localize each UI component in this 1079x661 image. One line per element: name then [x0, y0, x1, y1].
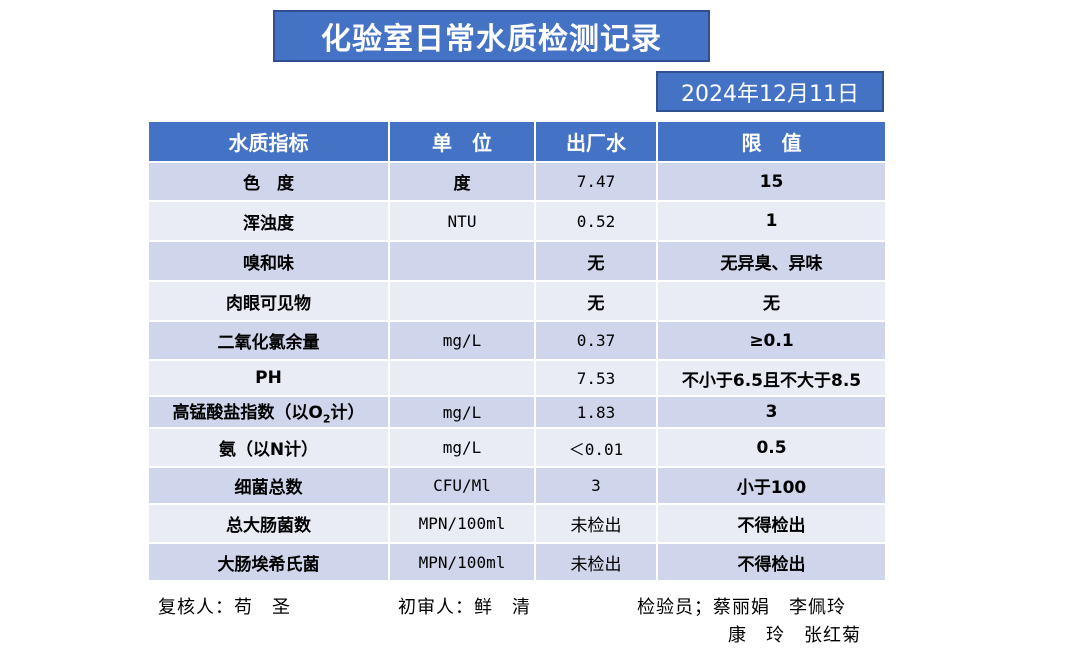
- value-cell: 0.52: [534, 200, 658, 242]
- indicator-cell: 浑浊度: [147, 200, 390, 242]
- unit-cell: CFU/Ml: [388, 466, 536, 505]
- value-cell: ＜0.01: [534, 427, 658, 468]
- limit-cell: 不小于6.5且不大于8.5: [656, 359, 887, 397]
- reviewer-signature: 复核人：苟 圣: [158, 597, 291, 618]
- unit-cell: [388, 359, 536, 397]
- value-cell: 无: [534, 240, 658, 282]
- table-row: 浑浊度 NTU 0.52 1: [147, 200, 887, 242]
- limit-cell: 无: [656, 280, 887, 322]
- header-unit: 单 位: [388, 120, 536, 163]
- indicator-cell: 二氧化氯余量: [147, 320, 390, 361]
- value-cell: 未检出: [534, 503, 658, 544]
- indicator-subscript: 2: [322, 412, 331, 426]
- unit-cell: mg/L: [388, 395, 536, 429]
- unit-cell: mg/L: [388, 320, 536, 361]
- value-cell: 未检出: [534, 542, 658, 582]
- indicator-cell: 氨（以N计）: [147, 427, 390, 468]
- table-row: 大肠埃希氏菌 MPN/100ml 未检出 不得检出: [147, 542, 887, 582]
- indicator-cell: 大肠埃希氏菌: [147, 542, 390, 582]
- table-row: 总大肠菌数 MPN/100ml 未检出 不得检出: [147, 503, 887, 544]
- limit-cell: 0.5: [656, 427, 887, 468]
- header-factory-water: 出厂水: [534, 120, 658, 163]
- table-row: 氨（以N计） mg/L ＜0.01 0.5: [147, 427, 887, 468]
- limit-cell: ≥0.1: [656, 320, 887, 361]
- value-cell: 0.37: [534, 320, 658, 361]
- limit-cell: 3: [656, 395, 887, 429]
- indicator-cell: 嗅和味: [147, 240, 390, 282]
- indicator-text: 计）: [330, 403, 365, 424]
- indicator-cell: PH: [147, 359, 390, 397]
- header-indicator: 水质指标: [147, 120, 390, 163]
- table-row: 色 度 度 7.47 15: [147, 161, 887, 202]
- indicator-cell: 色 度: [147, 161, 390, 202]
- unit-cell: MPN/100ml: [388, 503, 536, 544]
- indicator-cell: 细菌总数: [147, 466, 390, 505]
- water-quality-table: 水质指标 单 位 出厂水 限 值 色 度 度 7.47 15 浑浊度 NTU 0…: [147, 120, 887, 582]
- indicator-cell: 高锰酸盐指数（以O2计）: [147, 395, 390, 429]
- indicator-cell: 肉眼可见物: [147, 280, 390, 322]
- unit-cell: NTU: [388, 200, 536, 242]
- inspectors-line-2: 康 玲 张红菊: [728, 625, 861, 646]
- indicator-cell: 总大肠菌数: [147, 503, 390, 544]
- unit-cell: mg/L: [388, 427, 536, 468]
- report-date: 2024年12月11日: [656, 71, 884, 112]
- unit-cell: [388, 280, 536, 322]
- unit-cell: 度: [388, 161, 536, 202]
- table-row: 肉眼可见物 无 无: [147, 280, 887, 322]
- header-limit: 限 值: [656, 120, 887, 163]
- value-cell: 7.53: [534, 359, 658, 397]
- value-cell: 7.47: [534, 161, 658, 202]
- page-title: 化验室日常水质检测记录: [273, 10, 710, 62]
- value-cell: 3: [534, 466, 658, 505]
- limit-cell: 不得检出: [656, 542, 887, 582]
- unit-cell: [388, 240, 536, 282]
- value-cell: 无: [534, 280, 658, 322]
- table-row: 高锰酸盐指数（以O2计） mg/L 1.83 3: [147, 395, 887, 429]
- unit-cell: MPN/100ml: [388, 542, 536, 582]
- indicator-text: 高锰酸盐指数（以O: [172, 403, 323, 424]
- table-row: 细菌总数 CFU/Ml 3 小于100: [147, 466, 887, 505]
- limit-cell: 小于100: [656, 466, 887, 505]
- first-reviewer-signature: 初审人：鲜 清: [398, 597, 531, 618]
- inspectors-line-1: 检验员；蔡丽娟 李佩玲: [637, 597, 846, 618]
- table-row: 二氧化氯余量 mg/L 0.37 ≥0.1: [147, 320, 887, 361]
- table-row: 嗅和味 无 无异臭、异味: [147, 240, 887, 282]
- limit-cell: 15: [656, 161, 887, 202]
- limit-cell: 不得检出: [656, 503, 887, 544]
- table-header-row: 水质指标 单 位 出厂水 限 值: [147, 120, 887, 163]
- limit-cell: 1: [656, 200, 887, 242]
- limit-cell: 无异臭、异味: [656, 240, 887, 282]
- value-cell: 1.83: [534, 395, 658, 429]
- table-row: PH 7.53 不小于6.5且不大于8.5: [147, 359, 887, 397]
